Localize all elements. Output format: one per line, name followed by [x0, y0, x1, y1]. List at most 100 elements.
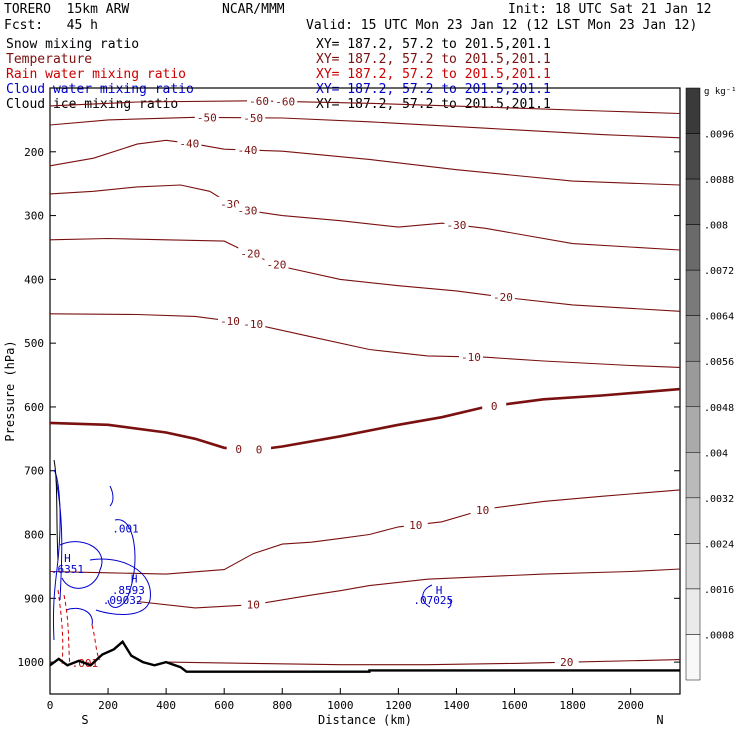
contour-label-bg — [177, 136, 202, 150]
temperature-contour — [49, 313, 681, 368]
contour-label-bg — [235, 203, 260, 217]
colorbar-tick-label: .0096 — [704, 130, 734, 141]
temperature-contour-label: -60 — [275, 95, 295, 108]
y-tick-label: 500 — [24, 337, 44, 350]
y-tick-label: 200 — [24, 146, 44, 159]
x-tick-label: 200 — [98, 699, 118, 712]
colorbar-shade — [685, 133, 701, 180]
mixing-ratio-contour — [59, 541, 103, 589]
x-tick-label: 0 — [47, 699, 54, 712]
temperature-contour — [49, 184, 681, 251]
temperature-contour — [49, 139, 681, 186]
contour-label-bg — [241, 317, 266, 331]
y-axis-title: Pressure (hPa) — [3, 340, 17, 441]
temperature-contour-label: -40 — [237, 144, 257, 157]
cloud-water-label: H — [131, 572, 138, 585]
temperature-contour — [166, 659, 681, 666]
colorbar-shade — [685, 269, 701, 316]
contour-label-bg — [273, 94, 298, 108]
mixing-ratio-contour — [53, 459, 59, 561]
contour-label-bg — [482, 398, 507, 412]
field-legend: Snow mixing ratio XY= 187.2, 57.2 to 201.… — [6, 37, 551, 112]
mixing-ratio-contour — [89, 558, 151, 615]
contour-label-bg — [264, 257, 289, 271]
cloud-water-label: .09032 — [103, 594, 143, 607]
x-tick-label: 1600 — [501, 699, 528, 712]
temperature-contour-label: -10 — [243, 318, 263, 331]
x-tick-label: 2000 — [617, 699, 644, 712]
colorbar-tick-label: .0088 — [704, 175, 734, 186]
contour-label-bg — [226, 442, 251, 456]
legend-field-name: Cloud water mixing ratio — [6, 82, 194, 97]
temperature-contour-label: -50 — [243, 112, 263, 125]
colorbar-tick-label: .0048 — [704, 403, 734, 414]
contour-label-bg — [241, 597, 266, 611]
mixing-ratio-contour — [422, 584, 433, 608]
colorbar-shade — [685, 87, 701, 134]
direction-label-north: N — [656, 713, 663, 727]
temperature-contour-label: -40 — [179, 137, 199, 150]
colorbar-shade — [685, 360, 701, 408]
legend-field-xy: XY= 187.2, 57.2 to 201.5,201.1 — [316, 82, 551, 97]
colorbar-tick-label: .0072 — [704, 266, 734, 277]
temperature-contour-label: 10 — [247, 599, 260, 612]
colorbar-unit: g kg⁻¹ — [704, 87, 737, 97]
mixing-ratio-contour — [65, 607, 93, 626]
plot-frame — [49, 87, 681, 695]
legend-field-xy: XY= 187.2, 57.2 to 201.5,201.1 — [316, 97, 551, 112]
legend-field-xy: XY= 187.2, 57.2 to 201.5,201.1 — [316, 67, 551, 82]
temperature-contour-label: -20 — [493, 291, 513, 304]
colorbar-shade — [685, 452, 701, 499]
legend-field-name: Temperature — [6, 52, 92, 67]
temperature-contour-label: 0 — [235, 443, 242, 456]
colorbar-tick-label: .0016 — [704, 585, 734, 596]
legend-field-name: Rain water mixing ratio — [6, 67, 186, 82]
y-tick-label: 800 — [24, 529, 44, 542]
temperature-contour-label: -50 — [197, 111, 217, 124]
direction-label-south: S — [81, 713, 88, 727]
colorbar-shade — [685, 543, 701, 590]
temperature-contour-label: 20 — [560, 656, 573, 669]
contour-label-bg — [247, 442, 272, 456]
contour-label-bg — [444, 217, 469, 231]
contour-label-bg — [470, 502, 495, 516]
x-tick-label: 800 — [272, 699, 292, 712]
cloud-water-label: H — [64, 552, 71, 565]
contour-label-bg — [238, 246, 263, 260]
colorbar-tick-label: .0056 — [704, 357, 734, 368]
mixing-ratio-contour — [63, 594, 71, 666]
colorbar: g kg⁻¹ .0096 .0088 .008 .0072 .0064 .0056 .0048… — [685, 87, 737, 681]
temperature-contour-label: -30 — [447, 219, 467, 232]
legend-field-xy: XY= 187.2, 57.2 to 201.5,201.1 — [316, 52, 551, 67]
colorbar-shade — [685, 634, 701, 681]
contour-label-bg — [218, 313, 242, 327]
contour-label-bg — [194, 110, 219, 124]
temperature-contour — [49, 489, 681, 575]
model-title: TORERO 15km ARW — [4, 2, 130, 17]
contour-label-bg — [247, 93, 272, 107]
x-tick-label: 1000 — [327, 699, 354, 712]
legend-field-xy: XY= 187.2, 57.2 to 201.5,201.1 — [316, 37, 551, 52]
colorbar-shade — [685, 224, 701, 271]
colorbar-shade — [685, 406, 701, 453]
x-tick-label: 1400 — [443, 699, 470, 712]
colorbar-shade — [685, 588, 701, 635]
cloud-water-label: .07025 — [413, 594, 453, 607]
temperature-contour — [49, 116, 681, 139]
colorbar-tick-label: .004 — [704, 448, 728, 459]
colorbar-shade — [685, 315, 701, 362]
forecast-hour: Fcst: 45 h — [4, 18, 98, 33]
contour-label-bg — [403, 517, 428, 531]
colorbar-tick-label: .0008 — [704, 630, 734, 641]
temperature-contour-label: -10 — [220, 315, 240, 328]
x-tick-label: 1200 — [385, 699, 412, 712]
init-time: Init: 18 UTC Sat 21 Jan 12 — [508, 2, 712, 17]
temperature-contour-label: 10 — [409, 519, 422, 532]
temperature-contour-label: -60 — [249, 95, 269, 108]
x-tick-label: 600 — [214, 699, 234, 712]
temperature-contour-label: -30 — [237, 204, 257, 217]
temperature-contour — [49, 237, 681, 312]
mixing-ratio-contour — [447, 597, 452, 609]
